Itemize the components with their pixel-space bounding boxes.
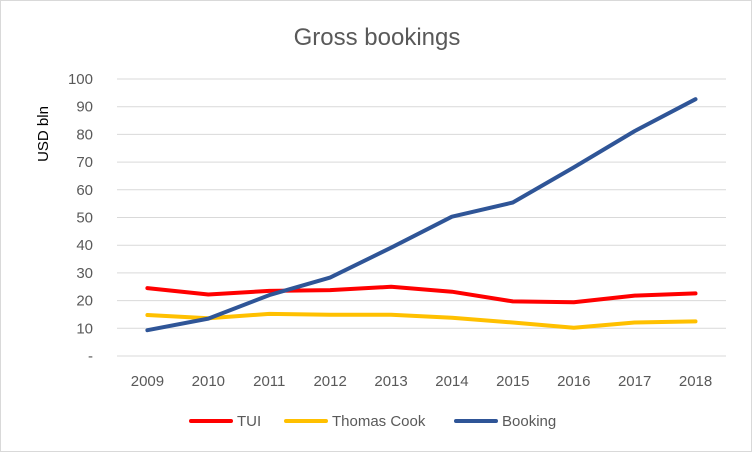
x-tick-label: 2018 [679, 373, 712, 390]
x-tick-label: 2017 [618, 373, 651, 390]
gridlines [117, 78, 726, 357]
x-tick-label: 2009 [131, 373, 164, 390]
y-axis-ticks: - 10 20 30 40 50 60 70 80 90 100 [68, 71, 93, 365]
x-tick-label: 2016 [557, 373, 590, 390]
x-tick-label: 2014 [435, 373, 468, 390]
legend-label: Booking [502, 413, 556, 430]
series-lines [145, 97, 698, 333]
legend-label: TUI [237, 413, 261, 430]
y-tick-label: 100 [68, 71, 93, 88]
chart-title: Gross bookings [294, 24, 461, 51]
x-tick-label: 2012 [313, 373, 346, 390]
y-tick-label: 40 [76, 237, 93, 254]
y-tick-label: 90 [76, 99, 93, 116]
y-tick-label: - [88, 348, 93, 365]
y-tick-label: 80 [76, 126, 93, 143]
x-axis-ticks: 2009 2010 2011 2012 2013 2014 2015 2016 2017 2018 [131, 373, 712, 390]
y-tick-label: 70 [76, 154, 93, 171]
legend: TUI Thomas Cook Booking [189, 413, 556, 430]
y-tick-label: 10 [76, 320, 93, 337]
series-line-booking [145, 97, 698, 333]
x-tick-label: 2013 [374, 373, 407, 390]
y-tick-label: 60 [76, 182, 93, 199]
x-tick-label: 2015 [496, 373, 529, 390]
y-tick-label: 20 [76, 293, 93, 310]
y-tick-label: 30 [76, 265, 93, 282]
x-tick-label: 2010 [192, 373, 225, 390]
y-tick-label: 50 [76, 210, 93, 227]
legend-label: Thomas Cook [332, 413, 426, 430]
series-line-thomas-cook [145, 311, 698, 330]
series-line-tui [145, 284, 698, 305]
x-tick-label: 2011 [253, 373, 285, 390]
y-axis-label: USD bln [35, 106, 52, 162]
